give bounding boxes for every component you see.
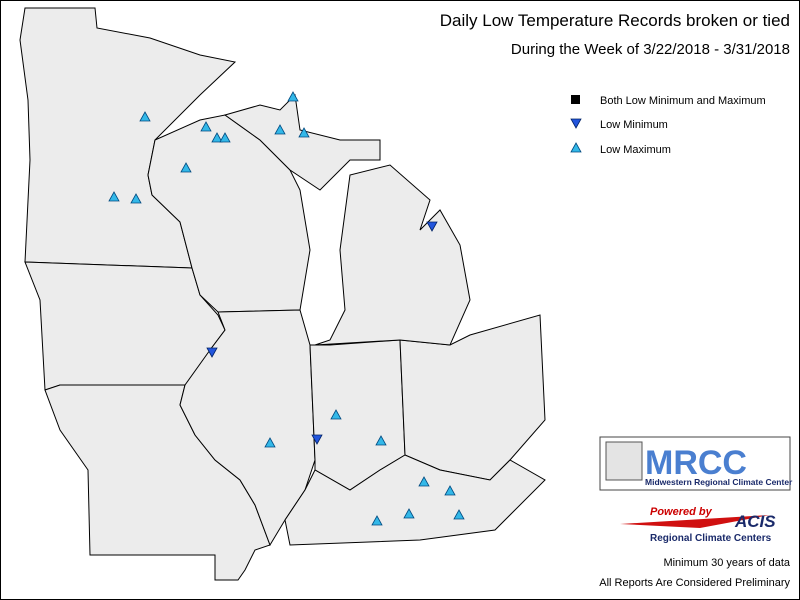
subtitle: During the Week of 3/22/2018 - 3/31/2018 bbox=[511, 41, 790, 58]
acis-name: ACIS bbox=[734, 512, 776, 531]
legend: Both Low Minimum and Maximum Low Minimum… bbox=[570, 95, 766, 156]
note: All Reports Are Considered Preliminary bbox=[599, 577, 790, 589]
acis-subtitle: Regional Climate Centers bbox=[650, 533, 772, 544]
logo-mrcc: MRCC bbox=[645, 444, 747, 482]
legend-label: Low Maximum bbox=[600, 144, 671, 156]
note: Minimum 30 years of data bbox=[663, 557, 790, 569]
michigan-upper bbox=[223, 93, 381, 191]
kentucky bbox=[284, 454, 546, 546]
title: Daily Low Temperature Records broken or … bbox=[440, 11, 790, 30]
legend-label: Both Low Minimum and Maximum bbox=[600, 95, 766, 107]
legend-label: Low Minimum bbox=[600, 119, 668, 131]
michigan-lower bbox=[314, 164, 471, 346]
legend-symbol-both bbox=[571, 95, 580, 104]
acis-powered: Powered by bbox=[650, 506, 713, 518]
logo-mrcc-name: Midwestern Regional Climate Center bbox=[645, 477, 793, 487]
logo-map bbox=[605, 441, 643, 481]
acis-swoosh bbox=[620, 515, 770, 528]
states bbox=[19, 7, 546, 581]
mrcc-logo: MRCC Midwestern Regional Climate Center bbox=[599, 436, 793, 491]
acis-logo: Powered by ACIS Regional Climate Centers bbox=[620, 506, 776, 544]
